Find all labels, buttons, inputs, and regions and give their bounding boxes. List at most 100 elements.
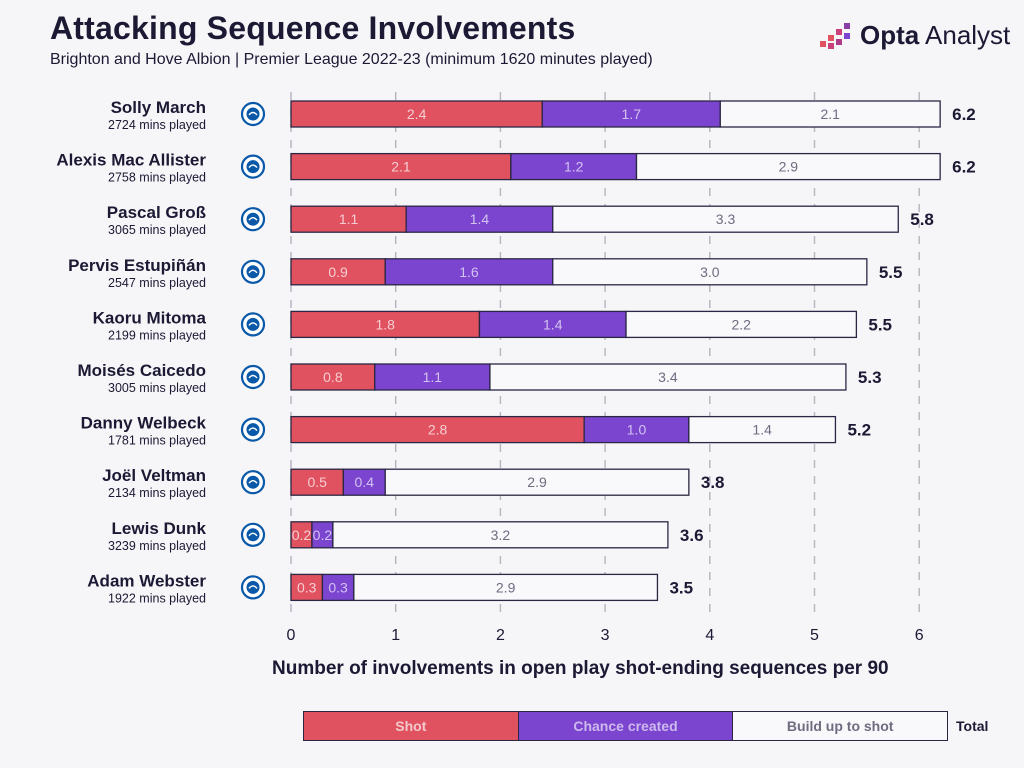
total-value-label: 3.6 xyxy=(680,526,704,545)
segment-value-label: 2.9 xyxy=(496,579,516,595)
build-up-segment xyxy=(353,573,659,602)
build-up-segment xyxy=(332,521,669,549)
x-tick-label: 6 xyxy=(915,627,924,644)
player-name: Danny Welbeck xyxy=(81,414,207,433)
club-crest-inner xyxy=(246,160,260,174)
segment-value-label: 1.4 xyxy=(752,422,772,438)
player-name: Joël Veltman xyxy=(102,466,206,485)
segment-value-label: 1.1 xyxy=(423,369,443,385)
chance-created-segment xyxy=(374,363,491,391)
shot-segment xyxy=(290,100,543,128)
opta-logo-icon xyxy=(820,22,850,49)
segment-value-label: 1.4 xyxy=(470,211,490,227)
segment-value-label: 3.4 xyxy=(658,369,678,385)
shot-segment xyxy=(290,205,407,233)
player-name: Kaoru Mitoma xyxy=(93,308,207,327)
segment-value-label: 2.9 xyxy=(527,474,547,490)
build-up-segment xyxy=(552,205,899,233)
x-tick-label: 5 xyxy=(810,627,819,644)
segment-value-label: 1.2 xyxy=(564,159,584,175)
player-name: Pervis Estupiñán xyxy=(68,256,206,275)
club-crest-gull xyxy=(248,322,258,326)
segment-value-label: 0.9 xyxy=(328,264,348,280)
club-crest-inner xyxy=(246,475,260,489)
x-tick-label: 2 xyxy=(496,627,505,644)
legend-chance-created: Chance created xyxy=(517,712,734,740)
club-crest-gull xyxy=(248,217,258,221)
club-crest-inner xyxy=(246,212,260,226)
build-up-segment xyxy=(384,468,690,496)
build-up-segment xyxy=(719,100,941,128)
club-crest-gull xyxy=(248,111,258,116)
segment-value-label: 3.2 xyxy=(491,527,511,543)
chance-created-segment xyxy=(342,468,386,496)
shot-segment xyxy=(290,468,344,496)
x-tick-label: 3 xyxy=(601,627,610,644)
club-crest-inner xyxy=(246,107,260,121)
shot-segment xyxy=(290,152,512,181)
club-crest-gull xyxy=(248,480,258,484)
legend-total: Total xyxy=(956,718,989,734)
club-crest-inner xyxy=(246,528,260,542)
club-crest-gull xyxy=(248,427,258,432)
chart-subtitle: Brighton and Hove Albion | Premier Leagu… xyxy=(50,51,653,68)
segment-value-label: 3.0 xyxy=(700,264,720,280)
minutes-played: 2199 mins played xyxy=(108,328,206,342)
total-value-label: 5.5 xyxy=(879,263,903,282)
x-tick-label: 1 xyxy=(391,627,400,644)
club-crest-inner xyxy=(246,580,260,594)
x-tick-label: 4 xyxy=(705,627,714,644)
minutes-played: 3239 mins played xyxy=(108,539,206,553)
total-value-label: 5.3 xyxy=(858,368,882,387)
minutes-played: 2758 mins played xyxy=(108,171,206,185)
club-crest-gull xyxy=(248,532,258,537)
club-crest-inner xyxy=(246,317,260,331)
build-up-segment xyxy=(552,258,868,286)
chance-created-segment xyxy=(384,258,554,286)
segment-value-label: 2.2 xyxy=(731,316,751,332)
player-name: Alexis Mac Allister xyxy=(56,151,206,170)
legend-shot: Shot xyxy=(304,712,518,740)
total-value-label: 6.2 xyxy=(952,105,976,124)
segment-value-label: 2.1 xyxy=(391,159,411,175)
club-crest-gull xyxy=(248,585,258,589)
opta-analyst-logo: Opta Analyst xyxy=(818,20,1010,51)
total-value-label: 6.2 xyxy=(952,158,976,177)
chance-created-segment xyxy=(510,152,638,181)
chance-created-segment xyxy=(541,100,721,128)
chance-created-segment xyxy=(405,205,554,233)
shot-segment xyxy=(290,415,585,444)
minutes-played: 1781 mins played xyxy=(108,434,206,448)
x-tick-label: 0 xyxy=(287,627,296,644)
shot-segment xyxy=(290,258,386,286)
segment-value-label: 3.3 xyxy=(716,211,736,227)
legend: Shot Chance created Build up to shot Tot… xyxy=(303,711,988,741)
segment-value-label: 0.4 xyxy=(355,474,375,490)
segment-value-label: 0.5 xyxy=(307,474,327,490)
minutes-played: 2547 mins played xyxy=(108,276,206,290)
segment-value-label: 2.8 xyxy=(428,422,448,438)
segment-value-label: 1.6 xyxy=(459,264,479,280)
minutes-played: 2134 mins played xyxy=(108,486,206,500)
segment-value-label: 0.3 xyxy=(297,579,317,595)
player-name: Lewis Dunk xyxy=(112,519,207,538)
segment-value-label: 1.0 xyxy=(627,422,647,438)
legend-build-up: Build up to shot xyxy=(733,712,948,740)
minutes-played: 3005 mins played xyxy=(108,381,206,395)
total-value-label: 3.8 xyxy=(701,473,725,492)
minutes-played: 2724 mins played xyxy=(108,118,206,132)
total-value-label: 3.5 xyxy=(669,578,693,597)
segment-value-label: 2.1 xyxy=(820,106,840,122)
build-up-segment xyxy=(635,152,941,181)
total-value-label: 5.8 xyxy=(910,210,934,229)
player-name: Moisés Caicedo xyxy=(78,361,207,380)
